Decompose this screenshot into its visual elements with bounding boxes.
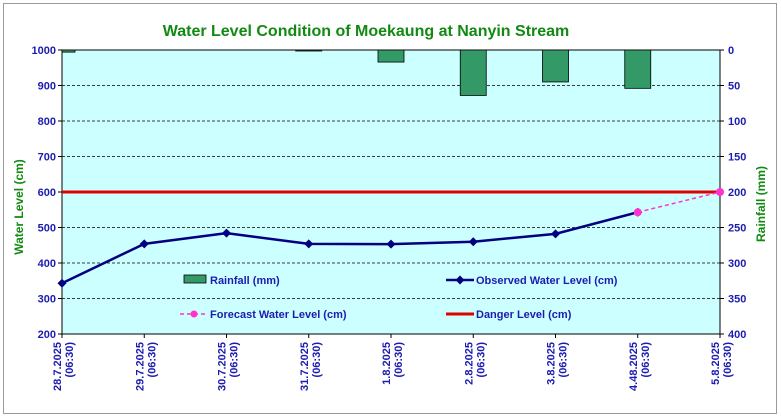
forecast-point [633,208,642,217]
legend-swatch-rainfall [183,274,207,284]
rainfall-bar [459,49,487,96]
y2-tick-label: 150 [728,152,746,164]
y2-tick-label: 250 [728,223,746,235]
y2-tick-label: 350 [728,294,746,306]
y2-tick-label: 300 [728,258,746,270]
legend-label: Forecast Water Level (cm) [210,309,347,321]
x-tick-label: 5.8.2025(06:30) [710,342,734,385]
x-tick-label: 30.7.2025(06:30) [217,342,241,391]
observed-point [551,229,560,239]
observed-point [468,237,478,247]
x-tick-label: 29.7.2025(06:30) [134,342,158,391]
y2-tick-label: 50 [728,81,740,93]
forecast-point [716,188,724,196]
x-tick-label: 31.7.2025(06:30) [299,342,323,391]
rainfall-bar [542,49,569,83]
x-tick-label: 2.8.2025(06:30) [463,342,487,385]
chart-title: Water Level Condition of Moekaung at Nan… [163,23,570,40]
x-tick-label: 1.8.2025(06:30) [381,342,405,385]
y-tick-label: 600 [38,187,56,199]
x-tick-label: 4.48.2025(06:30) [628,342,652,391]
y-tick-label: 200 [38,329,56,341]
legend-item: Forecast Water Level (cm) [180,309,347,321]
y2-tick-label: 0 [728,45,734,57]
x-tick-label: 28.7.2025(06:30) [52,342,76,391]
x-tick-label: 3.8.2025(06:30) [546,342,570,385]
observed-point [139,239,149,249]
y-tick-label: 800 [38,116,56,128]
observed-water-level-line [61,211,639,285]
rainfall-bar [295,49,323,52]
y-tick-label: 900 [38,81,56,93]
legend-marker-observed [455,275,465,285]
legend-label: Observed Water Level (cm) [476,275,618,287]
legend-marker-forecast [190,310,198,318]
rainfall-bar [61,49,76,53]
legend-item: Observed Water Level (cm) [446,275,618,287]
forecast-water-level-line [637,191,721,213]
rainfall-bar [624,49,652,89]
y2-axis-title: Rainfall (mm) [754,166,768,242]
observed-point [222,228,231,238]
legend-item: Rainfall (mm) [183,274,280,287]
y-tick-label: 400 [38,258,56,270]
y2-tick-label: 200 [728,187,746,199]
y-tick-label: 500 [38,223,56,235]
y-tick-label: 700 [38,152,56,164]
y-axis-title: Water Level (cm) [12,159,26,255]
plot-area: 200 300 400 500 600 700 800 900 1000 0 50 100 150 200… [32,45,747,391]
chart: Water Level Condition of Moekaung at Nan… [12,23,768,391]
legend-label: Danger Level (cm) [476,309,572,321]
chart-frame: Water Level Condition of Moekaung at Nan… [3,3,777,414]
y-tick-label: 300 [38,294,56,306]
observed-point [57,278,67,288]
observed-point [386,239,396,249]
legend-label: Rainfall (mm) [210,275,280,287]
y2-tick-label: 100 [728,116,746,128]
rainfall-bar [377,49,405,63]
observed-point [304,239,314,249]
y2-tick-label: 400 [728,329,746,341]
legend-item: Danger Level (cm) [446,309,572,321]
y-tick-label: 1000 [32,45,56,57]
